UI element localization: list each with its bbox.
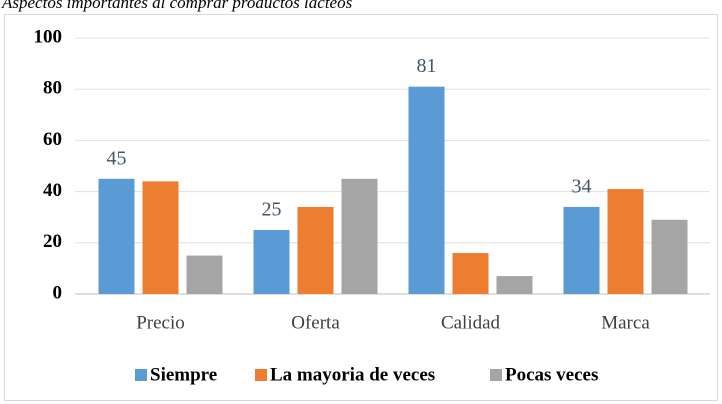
legend-swatch (490, 369, 502, 381)
legend-swatch (135, 369, 147, 381)
bar (651, 219, 688, 294)
x-tick-label: Precio (136, 312, 185, 333)
bar (563, 206, 600, 294)
y-tick-label: 80 (43, 78, 62, 99)
legend-label: La mayoria de veces (270, 364, 435, 385)
y-tick-label: 60 (43, 129, 62, 150)
y-tick-label: 100 (34, 26, 63, 47)
legend-label: Pocas veces (505, 364, 598, 385)
y-tick-label: 40 (43, 180, 62, 201)
data-label: 45 (107, 147, 127, 169)
bar (98, 178, 135, 294)
data-label: 25 (262, 199, 282, 221)
legend-label: Siempre (150, 364, 217, 385)
x-tick-label: Marca (601, 312, 650, 333)
bar (408, 86, 445, 294)
bar (452, 253, 489, 294)
x-tick-label: Calidad (441, 312, 501, 333)
data-label: 81 (417, 55, 437, 77)
bar (496, 276, 533, 294)
bar (186, 255, 223, 294)
bar (297, 206, 334, 294)
y-tick-label: 20 (43, 231, 62, 252)
chart-title: Aspectos importantes al comprar producto… (1, 0, 353, 12)
bar (142, 181, 179, 294)
data-label: 34 (572, 176, 592, 198)
bar (341, 178, 378, 294)
legend-swatch (255, 369, 267, 381)
bar (253, 230, 290, 294)
y-tick-label: 0 (53, 282, 63, 303)
bar (607, 189, 644, 294)
x-tick-label: Oferta (291, 312, 340, 333)
